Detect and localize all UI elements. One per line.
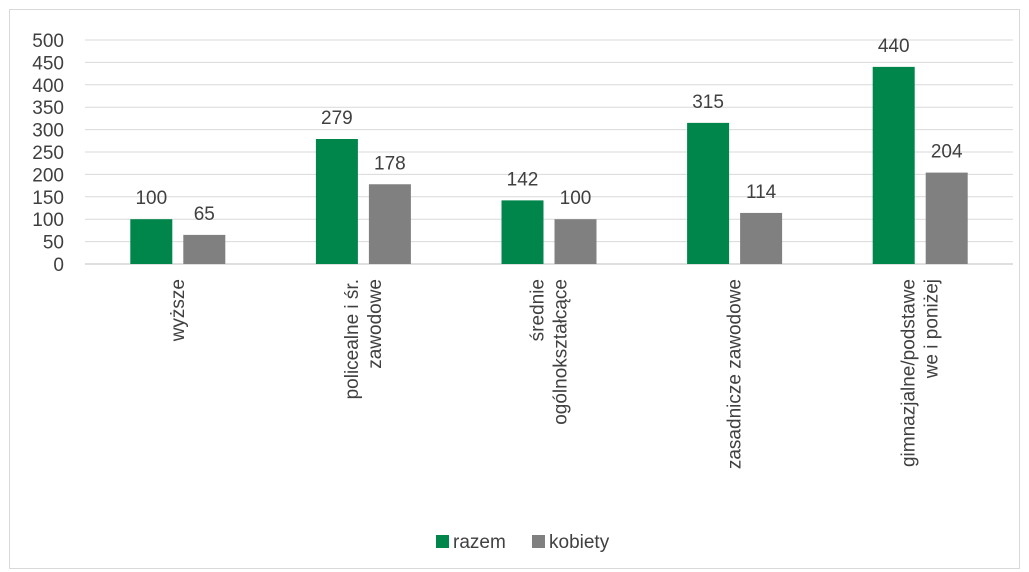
y-tick-label: 300 bbox=[32, 121, 64, 142]
bar-razem bbox=[687, 122, 730, 264]
data-label-kobiety: 178 bbox=[374, 153, 406, 174]
y-tick-label: 500 bbox=[32, 31, 64, 52]
data-label-razem: 440 bbox=[878, 36, 910, 57]
data-label-kobiety: 65 bbox=[194, 204, 215, 225]
bar-kobiety bbox=[183, 234, 226, 264]
x-tick-label: ogólnokształcące bbox=[551, 279, 572, 425]
x-tick-label: zasadnicze zawodowe bbox=[725, 279, 746, 469]
y-tick-label: 450 bbox=[32, 53, 64, 74]
data-label-razem: 100 bbox=[135, 188, 167, 209]
data-label-razem: 279 bbox=[321, 108, 353, 129]
x-axis: wyższe policealne i śr. zawodowe średnie ogó… bbox=[168, 279, 943, 469]
x-tick-label: policealne i śr. bbox=[342, 279, 363, 399]
data-label-razem: 315 bbox=[692, 92, 724, 113]
y-tick-label: 400 bbox=[32, 76, 64, 97]
bar-kobiety bbox=[368, 184, 411, 264]
x-tick-label: wyższe bbox=[168, 279, 189, 342]
x-tick-label: gimnazjalne/podstawe bbox=[899, 279, 920, 467]
x-tick-label: we i poniżej bbox=[922, 279, 943, 379]
y-tick-label: 350 bbox=[32, 98, 64, 119]
legend-label: kobiety bbox=[549, 532, 610, 553]
bar-kobiety bbox=[925, 172, 968, 264]
legend-swatch bbox=[436, 535, 449, 548]
bar-razem bbox=[501, 200, 544, 264]
y-tick-label: 150 bbox=[32, 188, 64, 209]
legend-item-kobiety: kobiety bbox=[532, 532, 610, 553]
data-label-kobiety: 100 bbox=[560, 188, 592, 209]
legend-swatch bbox=[532, 535, 545, 548]
y-tick-label: 200 bbox=[32, 165, 64, 186]
data-label-kobiety: 114 bbox=[746, 182, 777, 203]
chart-area bbox=[9, 9, 1020, 569]
bar-kobiety bbox=[740, 212, 783, 264]
bar-razem bbox=[315, 139, 358, 264]
data-label-razem: 142 bbox=[507, 169, 539, 190]
bar-razem bbox=[130, 219, 173, 264]
bars bbox=[130, 66, 968, 264]
y-tick-label: 100 bbox=[32, 210, 64, 231]
legend: razem kobiety bbox=[436, 532, 610, 553]
y-tick-label: 250 bbox=[32, 143, 64, 164]
legend-label: razem bbox=[453, 532, 506, 553]
legend-item-razem: razem bbox=[436, 532, 506, 553]
x-tick-label: zawodowe bbox=[365, 279, 386, 369]
gridlines bbox=[85, 39, 1013, 243]
bar-razem bbox=[872, 66, 915, 264]
x-tick-label: średnie bbox=[528, 279, 549, 341]
data-labels: 100 65 279 178 142 100 315 114 440 204 bbox=[135, 36, 963, 225]
y-tick-label: 0 bbox=[53, 255, 64, 276]
bar-kobiety bbox=[554, 219, 597, 264]
y-tick-label: 50 bbox=[43, 233, 64, 254]
data-label-kobiety: 204 bbox=[931, 142, 963, 163]
